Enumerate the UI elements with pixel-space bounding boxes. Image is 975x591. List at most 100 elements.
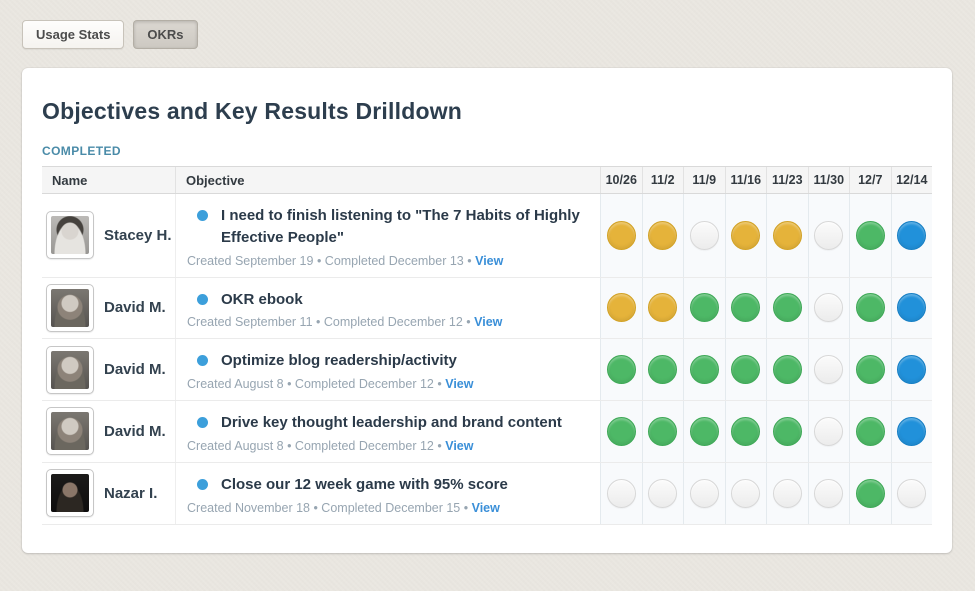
- status-circle-empty: [648, 478, 678, 508]
- status-circle-yellow: [606, 220, 636, 250]
- status-cell: [890, 401, 932, 462]
- status-cell: [600, 277, 642, 339]
- avatar: [46, 407, 94, 456]
- status-circle-green: [855, 293, 885, 323]
- tab-usage-stats[interactable]: Usage Stats: [22, 20, 125, 49]
- status-circle-green: [855, 416, 885, 446]
- table-row: Nazar I. Close our 12 week game with 95% …: [42, 462, 932, 525]
- person-name: David M.: [104, 299, 166, 317]
- status-circle-blue: [897, 220, 927, 250]
- status-circle-blue: [897, 416, 927, 446]
- objective-meta: Created September 19 • Completed Decembe…: [187, 253, 504, 268]
- objective-text: Optimize blog readership/activity: [221, 352, 457, 370]
- person-name: Nazar I.: [104, 484, 158, 502]
- page-title: Objectives and Key Results Drilldown: [42, 98, 463, 124]
- status-circle-green: [772, 355, 802, 385]
- date-column-header: 11/23: [766, 167, 808, 193]
- status-cell: [890, 277, 932, 339]
- status-cell: [890, 462, 932, 524]
- top-tab-bar: Usage Stats OKRs: [22, 20, 198, 49]
- status-cell: [600, 462, 642, 524]
- status-circle-green: [855, 220, 885, 250]
- date-column-header: 11/9: [683, 167, 725, 193]
- status-dot-icon: [197, 293, 208, 305]
- tab-okrs[interactable]: OKRs: [133, 20, 198, 49]
- status-circle-empty: [772, 478, 802, 508]
- status-cell: [849, 339, 891, 400]
- status-cell: [849, 194, 891, 277]
- status-circle-blue: [897, 355, 927, 385]
- status-cell: [766, 339, 808, 400]
- status-dot-icon: [197, 355, 208, 367]
- objective-cell: Drive key thought leadership and brand c…: [175, 401, 600, 462]
- status-circle-empty: [814, 293, 844, 323]
- status-circle-yellow: [606, 293, 636, 323]
- objective-text: Close our 12 week game with 95% score: [221, 475, 508, 493]
- status-cell: [641, 401, 683, 462]
- status-circle-green: [606, 355, 636, 385]
- status-cell: [641, 194, 683, 277]
- view-link[interactable]: View: [475, 253, 504, 268]
- status-cell: [724, 401, 766, 462]
- objective-text: Drive key thought leadership and brand c…: [221, 414, 562, 431]
- status-cell: [641, 277, 683, 339]
- status-circle-empty: [814, 355, 844, 385]
- status-circle-green: [772, 293, 802, 323]
- status-cell: [807, 462, 849, 524]
- objective-text: OKR ebook: [221, 290, 303, 308]
- status-cell: [600, 194, 642, 277]
- view-link[interactable]: View: [445, 438, 474, 453]
- status-cell: [890, 194, 932, 277]
- objective-meta: Created September 11 • Completed Decembe…: [187, 315, 503, 330]
- status-cell: [600, 339, 642, 400]
- status-cell: [600, 401, 642, 462]
- view-link[interactable]: View: [445, 377, 474, 391]
- okr-drilldown-card: Objectives and Key Results Drilldown COM…: [22, 68, 952, 553]
- status-circle-yellow: [648, 220, 678, 250]
- status-circle-empty: [689, 220, 719, 250]
- status-circle-green: [606, 416, 636, 446]
- status-circle-green: [855, 478, 885, 508]
- avatar-photo: [51, 474, 89, 513]
- date-column-header: 11/16: [724, 167, 767, 193]
- date-column-header: 11/2: [641, 167, 684, 193]
- status-cell: [766, 277, 808, 339]
- objective-meta: Created November 18 • Completed December…: [187, 500, 500, 515]
- status-cell: [766, 401, 808, 462]
- okr-table: Name Objective 10/26 11/2 11/9 11/16 11/23 11…: [42, 166, 932, 525]
- status-circle-green: [731, 355, 761, 385]
- avatar-photo: [51, 288, 89, 327]
- status-circle-yellow: [648, 293, 678, 323]
- avatar: [46, 469, 94, 518]
- status-circle-green: [648, 355, 678, 385]
- status-cell: [683, 277, 725, 339]
- status-circle-empty: [814, 478, 844, 508]
- view-link[interactable]: View: [474, 315, 503, 330]
- status-cell: [683, 339, 725, 400]
- objective-cell: Close our 12 week game with 95% score Cre…: [175, 462, 600, 524]
- date-column-header: 11/30: [807, 167, 850, 193]
- name-column-header: Name: [52, 172, 88, 188]
- status-circle-empty: [897, 478, 927, 508]
- avatar: [46, 345, 94, 394]
- status-cell: [849, 401, 891, 462]
- objective-line: Drive key thought leadership and brand c…: [186, 412, 590, 434]
- status-circle-empty: [814, 220, 844, 250]
- status-circle-green: [731, 416, 761, 446]
- view-link[interactable]: View: [471, 500, 500, 515]
- avatar-photo: [51, 216, 89, 255]
- status-circle-green: [689, 293, 719, 323]
- date-column-header: 12/7: [849, 167, 891, 193]
- table-row: David M. Drive key thought leadership and…: [42, 401, 932, 463]
- objective-line: Close our 12 week game with 95% score: [186, 474, 590, 496]
- avatar: [46, 211, 94, 260]
- status-cell: [683, 194, 725, 277]
- status-cell: [807, 277, 849, 339]
- name-cell: David M.: [42, 401, 175, 462]
- person-name: David M.: [104, 422, 166, 440]
- status-cell: [807, 401, 849, 462]
- status-circle-green: [731, 293, 761, 323]
- objective-line: I need to finish listening to "The 7 Hab…: [186, 205, 590, 249]
- person-name: Stacey H.: [104, 226, 172, 244]
- status-cell: [849, 462, 891, 524]
